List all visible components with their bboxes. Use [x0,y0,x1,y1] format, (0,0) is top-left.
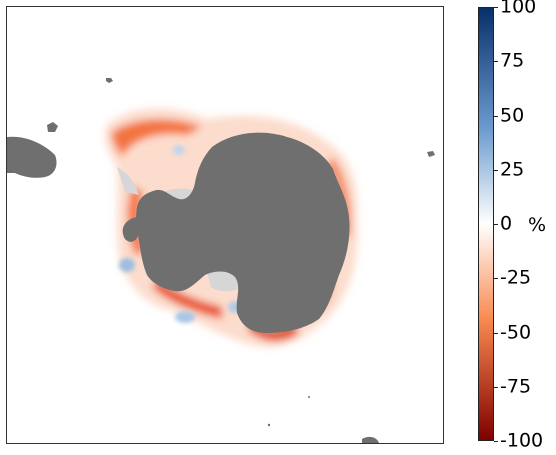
small-island [427,151,435,157]
map-panel [6,6,444,444]
colorbar-tick [494,116,498,117]
small-island [47,122,58,132]
colorbar-tick [494,61,498,62]
colorbar-tick-label: -100 [500,429,544,452]
colorbar-tick [494,170,498,171]
antarctica-land [122,132,350,333]
colorbar-tick-label: 50 [500,104,525,127]
colorbar [478,7,494,441]
colorbar-tick-label: -75 [500,375,532,398]
small-island [267,423,271,427]
colorbar-tick-label: 0 [500,212,513,235]
colorbar-tick-label: -25 [500,266,532,289]
small-island [362,436,379,443]
colorbar-tick [494,224,498,225]
small-island [106,78,113,83]
colorbar-tick-label: 100 [500,0,537,18]
colorbar-unit-label: % [528,214,547,236]
colorbar-tick-label: 75 [500,49,525,72]
south-america-land [7,136,57,178]
colorbar-tick [494,387,498,388]
antarctica-map [7,78,435,443]
colorbar-tick-label: 25 [500,158,525,181]
colorbar-tick [494,278,498,279]
colorbar-tick [494,7,498,8]
colorbar-tick [494,441,498,442]
colorbar-tick [494,333,498,334]
colorbar-tick-label: -50 [500,321,532,344]
small-island [308,396,310,398]
